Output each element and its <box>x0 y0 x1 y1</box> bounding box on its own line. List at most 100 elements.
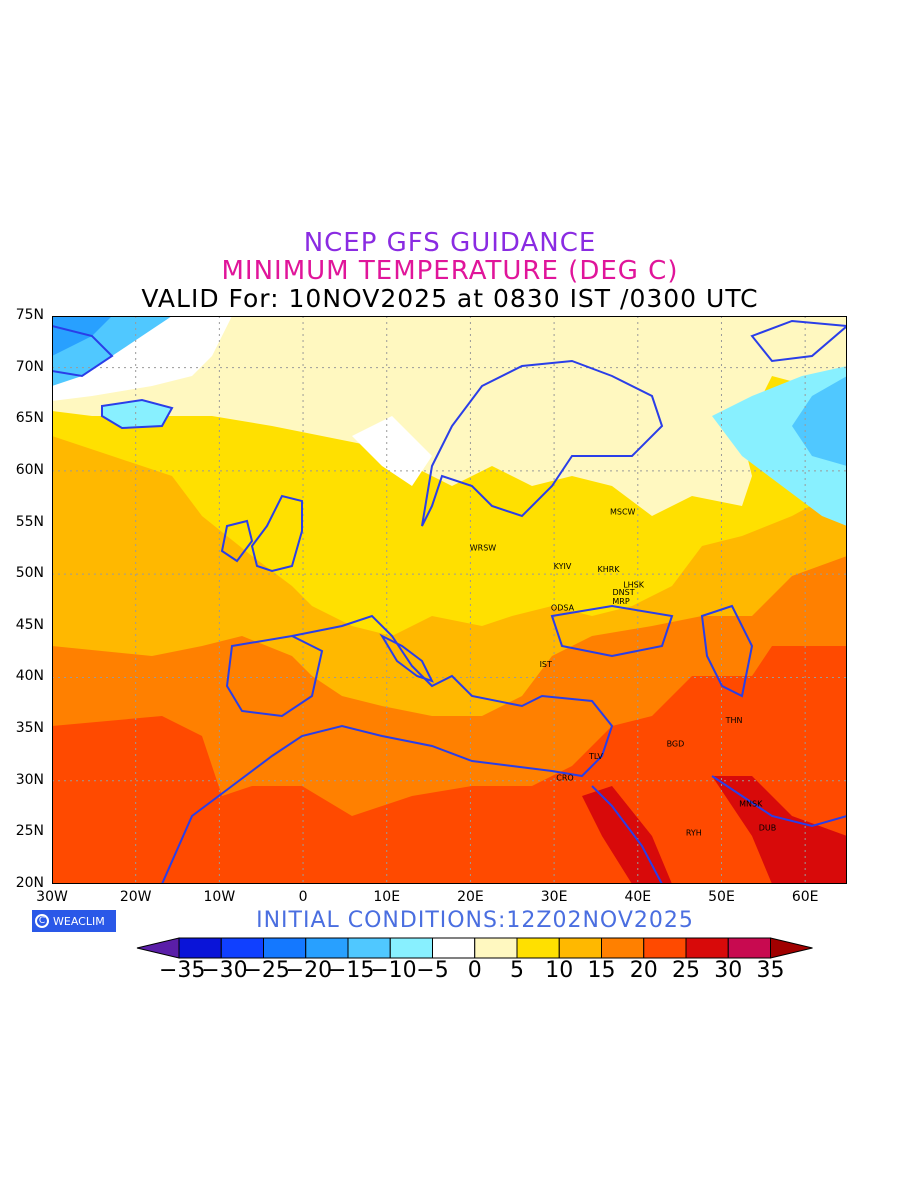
city-label: DNST <box>613 588 635 597</box>
latitude-label: 30N <box>15 771 44 788</box>
city-label: WRSW <box>470 543 497 552</box>
colorbar-segment <box>347 937 391 959</box>
longitude-label: 20W <box>119 889 152 905</box>
latitude-label: 45N <box>15 616 44 633</box>
title-variable: MINIMUM TEMPERATURE (DEG C) <box>221 256 679 286</box>
novaya-zemlya-coast <box>750 319 847 363</box>
latitude-label: 50N <box>15 565 44 582</box>
latitude-label: 70N <box>15 358 44 375</box>
black-sea-coast <box>550 604 674 658</box>
band-cold-iceland <box>102 400 172 428</box>
colorbar-segment <box>685 937 729 959</box>
colorbar-level-label: −5 <box>416 958 449 983</box>
colorbar-max-arrow <box>770 937 813 959</box>
latitude-label: 20N <box>15 875 44 891</box>
colorbar-level-label: −15 <box>328 958 375 983</box>
city-label: LHSK <box>623 581 645 590</box>
city-label: BGD <box>667 740 685 749</box>
red-sea-coast <box>591 785 663 884</box>
city-label: RYH <box>686 828 702 837</box>
band-colder-siberia <box>792 376 847 466</box>
persian-gulf-coast <box>711 775 847 828</box>
longitude-label: 50E <box>708 889 735 905</box>
city-label: MNSK <box>739 800 763 809</box>
latitude-label: 25N <box>15 823 44 840</box>
longitude-label: 10E <box>373 889 401 905</box>
colorbar-level-label: 20 <box>629 958 658 983</box>
great-britain-coast <box>250 494 303 573</box>
city-label: THN <box>725 716 743 725</box>
city-label: IST <box>540 660 552 669</box>
colorbar-segment <box>516 937 560 959</box>
longitude-label: 60E <box>791 889 819 905</box>
colorbar-segment <box>474 937 518 959</box>
city-label: MSCW <box>610 507 636 516</box>
colorbar-segment <box>389 937 433 959</box>
city-label: DUB <box>759 823 777 832</box>
city-label: MRP <box>612 597 629 606</box>
longitude-label: 30W <box>36 889 68 905</box>
colorbar-level-label: 15 <box>587 958 616 983</box>
colorbar-level-label: 0 <box>467 958 482 983</box>
latitude-label: 35N <box>15 720 44 737</box>
caspian-coast <box>700 604 754 698</box>
colorbar-segment <box>305 937 349 959</box>
colorbar-segment <box>558 937 602 959</box>
colorbar-segment <box>432 937 476 959</box>
colorbar-level-label: 25 <box>672 958 700 983</box>
logo-c-icon: C <box>35 914 49 928</box>
colorbar-level-label: −30 <box>201 958 248 983</box>
city-label: CRO <box>556 774 573 783</box>
city-label: KYIV <box>554 562 572 571</box>
greenland-coast <box>52 325 114 378</box>
colorbar <box>136 937 813 959</box>
colorbar-segment <box>601 937 645 959</box>
colorbar-level-label: 5 <box>510 958 524 983</box>
latitude-label: 60N <box>15 461 44 478</box>
band-zero-scandinavia <box>352 416 432 486</box>
latitude-label: 65N <box>15 410 44 427</box>
weaclim-logo: C WEACLIM <box>32 910 116 932</box>
colorbar-segment <box>727 937 771 959</box>
colorbar-level-label: −20 <box>285 958 333 983</box>
scandinavia-coast <box>421 359 664 527</box>
temperature-map: MSCW WRSW KYIV KHRK LHSK DNST MRP ODSA IST THN BGD… <box>52 316 847 884</box>
band-hot-gulf <box>712 776 847 884</box>
band-0-5 <box>52 316 847 516</box>
longitude-label: 20E <box>457 889 484 905</box>
longitude-label: 30E <box>540 889 568 905</box>
colorbar-level-label: 30 <box>714 958 743 983</box>
city-label: ODSA <box>551 603 575 612</box>
initial-conditions: INITIAL CONDITIONS:12Z02NOV2025 <box>256 908 694 933</box>
mediterranean-coast <box>161 614 614 884</box>
map-frame <box>52 316 847 884</box>
latitude-label: 40N <box>15 668 44 685</box>
latitude-label: 55N <box>15 513 44 530</box>
colorbar-segment <box>263 937 307 959</box>
colorbar-level-label: −10 <box>370 958 417 983</box>
latitude-label: 75N <box>15 307 44 323</box>
iberia-coast <box>225 634 324 718</box>
colorbar-segment <box>178 937 222 959</box>
italy-coast <box>379 633 434 683</box>
colorbar-min-arrow <box>136 937 180 959</box>
longitude-label: 10W <box>203 889 236 905</box>
logo-text: WEACLIM <box>53 914 105 928</box>
longitude-label: 40E <box>624 889 652 905</box>
band-colder-greenland <box>52 316 112 356</box>
colorbar-level-label: −25 <box>243 958 290 983</box>
longitude-label: 0 <box>298 889 308 905</box>
colorbar-segment <box>643 937 687 959</box>
iceland-coast <box>101 398 174 430</box>
colorbar-segment <box>220 937 264 959</box>
city-label: TLV <box>588 752 603 761</box>
ireland-coast <box>220 519 254 563</box>
city-label: KHRK <box>597 565 620 574</box>
colorbar-level-label: 10 <box>545 958 574 983</box>
title-model: NCEP GFS GUIDANCE <box>303 228 597 258</box>
coastlines <box>52 319 847 884</box>
colorbar-level-label: −35 <box>159 958 206 983</box>
title-valid-time: VALID For: 10NOV2025 at 0830 IST /0300 U… <box>141 284 759 313</box>
